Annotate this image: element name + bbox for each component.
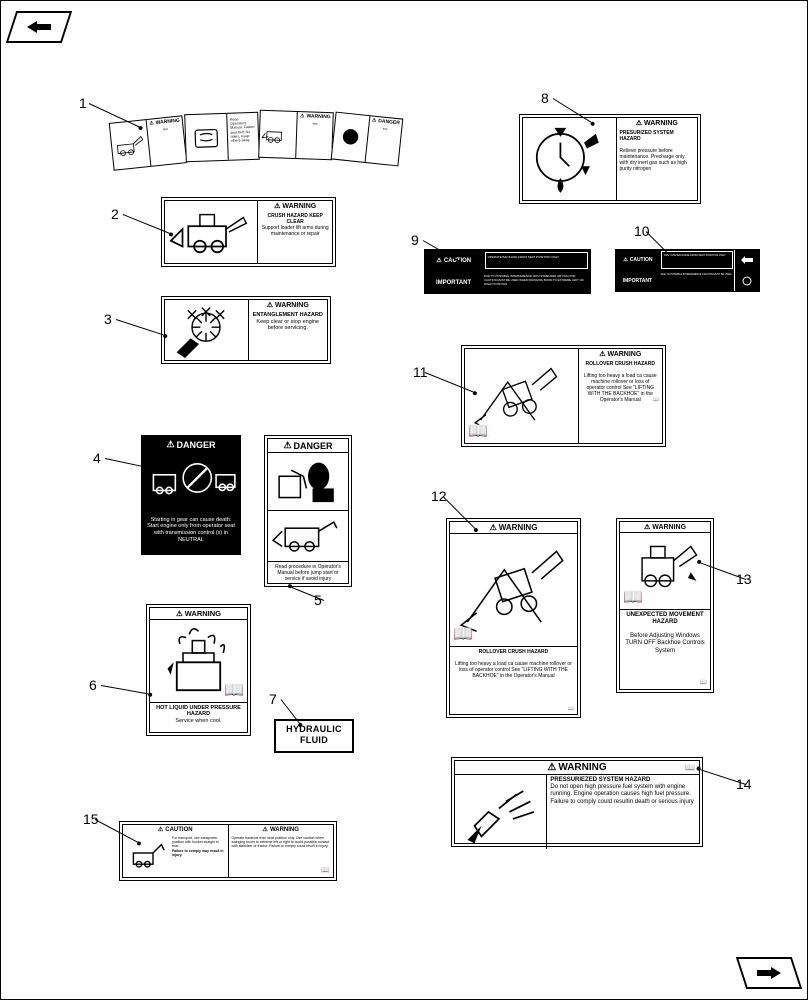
- d4-body: Starting in gear can cause death. Start …: [142, 506, 240, 554]
- callout-line-6: [101, 685, 148, 694]
- callout-6: 6: [89, 677, 97, 693]
- decal-5: ⚠ DANGER Read procedure in Operator's Ma…: [264, 435, 352, 587]
- d14-heading: PRESSURIEZED SYSTEM HAZARD: [550, 777, 650, 783]
- callout-1: 1: [79, 95, 87, 111]
- d13-heading: UNEXPECTED MOVEMENT HAZARD: [626, 612, 703, 625]
- decal-10: ⚠ CAUTIONOPERATE BACKHOE FROM SEAT POSIT…: [615, 249, 760, 292]
- warning-label: WARNING: [652, 524, 686, 531]
- danger-label: DANGER: [294, 441, 333, 451]
- callout-line-3: [116, 319, 164, 335]
- decal-12: ⚠WARNING 📖 ROLLOVER CRUSH HAZARDLifting …: [446, 518, 581, 718]
- important-label: IMPORTANT: [425, 272, 482, 293]
- callout-9: 9: [411, 232, 419, 248]
- decal-4: ⚠ DANGER Starting in gear can cause deat…: [141, 435, 241, 555]
- callout-12: 12: [431, 488, 447, 504]
- diagram-canvas: ⚠WARNINGtext Read Operator's Manual. Fas…: [0, 0, 808, 1000]
- d3-body: Keep clear or stop engine before servici…: [256, 319, 319, 332]
- warning-label: WARNING: [282, 203, 316, 210]
- danger-label: DANGER: [177, 440, 216, 450]
- d9-l1: OPERATE BACKHOE FROM SEAT POSITION ONLY: [488, 255, 585, 259]
- decal-13: ⚠WARNING 📖 UNEXPECTED MOVEMENT HAZARDBef…: [616, 518, 714, 693]
- decal-1: ⚠WARNINGtext Read Operator's Manual. Fas…: [111, 111, 401, 169]
- callout-2: 2: [111, 206, 119, 222]
- decal-3: ⚠WARNING ENTANGLEMENT HAZARDKeep clear o…: [161, 296, 331, 364]
- warning-label: WARNING: [306, 113, 330, 120]
- d15-c1: For transport, use transporter position …: [172, 836, 219, 848]
- d15-c1b: Failure to comply may result in injury.: [172, 849, 224, 857]
- d3-heading: ENTANGLEMENT HAZARD: [253, 312, 323, 318]
- warning-label: WARNING: [607, 351, 641, 358]
- callout-line-4: [105, 458, 144, 467]
- callout-3: 3: [104, 311, 112, 327]
- d13-body: Before Adjusting Windows TURN OFF Backho…: [625, 633, 704, 653]
- d11-body: Lifting too heavy a load ca cause machin…: [584, 373, 657, 403]
- warning-label: WARNING: [185, 609, 221, 618]
- d14-body: Do not open high pressure fuel system wi…: [550, 784, 693, 804]
- d8-body: Relieve pressure before maintenance. Pre…: [620, 148, 687, 172]
- callout-8: 8: [541, 90, 549, 106]
- d6-heading: HOT LIQUID UNDER PRESSURE HAZARD: [156, 705, 241, 718]
- decal-8: ⚠WARNING PRESURIZED SYSTEM HAZARDRelieve…: [519, 114, 701, 204]
- caution-label: CAUTION: [630, 257, 653, 263]
- d12-heading: ROLLOVER CRUSH HAZARD: [479, 649, 548, 655]
- d12-body: Lifting too heavy a load ca cause machin…: [455, 661, 572, 679]
- warning-label: WARNING: [558, 762, 606, 773]
- d5-body: Read procedure in Operator's Manual befo…: [268, 562, 348, 584]
- decal-11: 📖 ⚠WARNING ROLLOVER CRUSH HAZARDLifting …: [461, 345, 666, 447]
- warning-label: WARNING: [275, 302, 309, 309]
- decal-14: ⚠WARNING📖 PRESSURIEZED SYSTEM HAZARDDo n…: [451, 757, 703, 847]
- important-label: IMPORTANT: [616, 271, 659, 291]
- d11-heading: ROLLOVER CRUSH HAZARD: [586, 361, 655, 367]
- d15-c2: Operate backhoe from seat position only.…: [232, 836, 330, 848]
- d10-l2: DUE TO POSSIBLE INTERFERENCE CAUTION MUS…: [659, 271, 734, 291]
- decal-2: ⚠WARNING CRUSH HAZARD KEEP CLEARSupport …: [161, 197, 336, 267]
- nav-back-icon[interactable]: [6, 11, 72, 43]
- d6-body: Service when cool.: [175, 718, 221, 724]
- callout-10: 10: [634, 223, 650, 239]
- warning-label: WARNING: [270, 827, 299, 833]
- warning-label: WARNING: [499, 523, 538, 532]
- decal-7: HYDRAULIC FLUID: [274, 719, 354, 753]
- d2-body: Support loader lift arms during maintena…: [262, 225, 329, 237]
- decal-6: ⚠WARNING 📖 HOT LIQUID UNDER PRESSURE HAZ…: [146, 604, 251, 736]
- d9-l2: DUE TO POSSIBLE INTERFERENCE WITH STABIL…: [482, 272, 590, 293]
- callout-4: 4: [93, 450, 101, 466]
- d8-heading: PRESURIZED SYSTEM HAZARD: [620, 130, 674, 142]
- d2-heading: CRUSH HAZARD KEEP CLEAR: [268, 213, 323, 225]
- nav-forward-icon[interactable]: [736, 957, 802, 989]
- hydraulic-label: HYDRAULIC FLUID: [276, 721, 352, 746]
- decal-15: ⚠CAUTION For transport, use transporter …: [119, 821, 337, 881]
- warning-label: WARNING: [644, 120, 678, 127]
- callout-7: 7: [269, 691, 277, 707]
- caution-label: CAUTION: [165, 827, 192, 833]
